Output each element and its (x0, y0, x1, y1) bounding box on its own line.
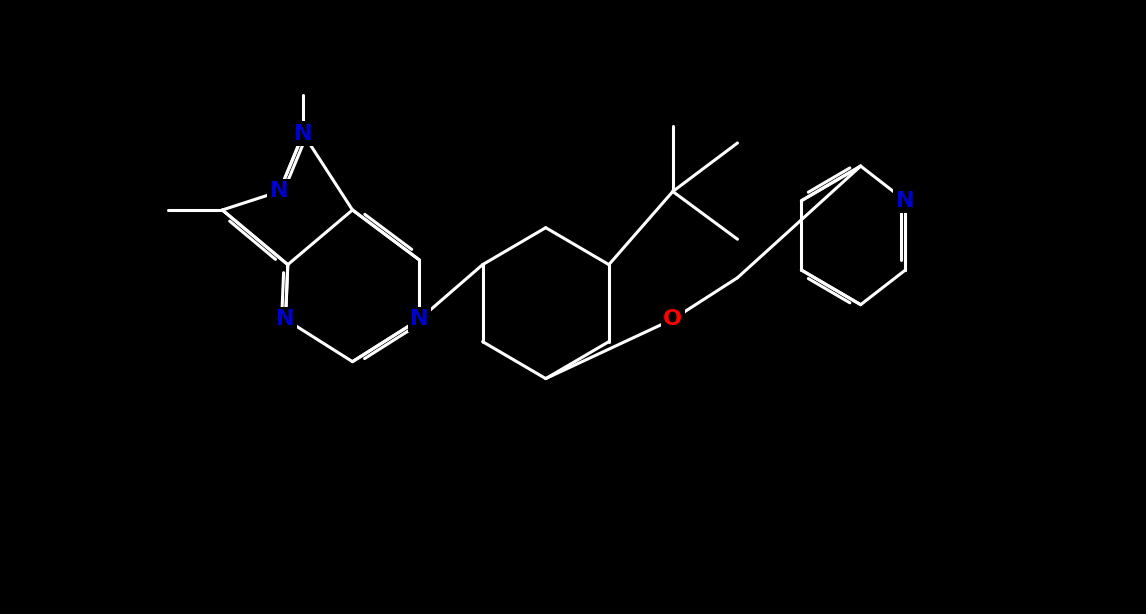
Text: N: N (410, 309, 429, 329)
Text: N: N (896, 191, 915, 211)
Text: N: N (276, 309, 295, 329)
Text: N: N (293, 124, 313, 144)
Text: O: O (664, 309, 682, 329)
Text: N: N (270, 182, 289, 201)
